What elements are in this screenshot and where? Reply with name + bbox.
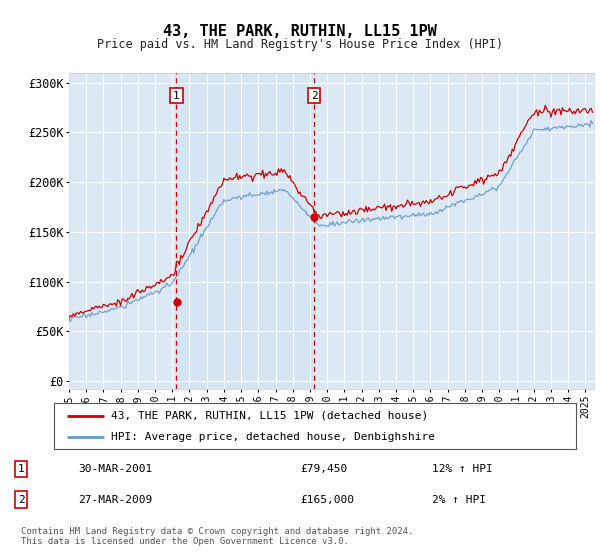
Text: 27-MAR-2009: 27-MAR-2009 — [78, 494, 152, 505]
Text: 12% ↑ HPI: 12% ↑ HPI — [432, 464, 493, 474]
Text: This data is licensed under the Open Government Licence v3.0.: This data is licensed under the Open Gov… — [21, 538, 349, 547]
Text: HPI: Average price, detached house, Denbighshire: HPI: Average price, detached house, Denb… — [112, 432, 436, 442]
Text: 30-MAR-2001: 30-MAR-2001 — [78, 464, 152, 474]
Text: 2% ↑ HPI: 2% ↑ HPI — [432, 494, 486, 505]
Text: 2: 2 — [311, 91, 317, 101]
Text: 43, THE PARK, RUTHIN, LL15 1PW: 43, THE PARK, RUTHIN, LL15 1PW — [163, 24, 437, 39]
Text: £165,000: £165,000 — [300, 494, 354, 505]
Text: £79,450: £79,450 — [300, 464, 347, 474]
Text: 1: 1 — [173, 91, 180, 101]
Text: 1: 1 — [17, 464, 25, 474]
Text: 2: 2 — [17, 494, 25, 505]
Text: 43, THE PARK, RUTHIN, LL15 1PW (detached house): 43, THE PARK, RUTHIN, LL15 1PW (detached… — [112, 410, 428, 421]
Text: Price paid vs. HM Land Registry's House Price Index (HPI): Price paid vs. HM Land Registry's House … — [97, 38, 503, 51]
Text: Contains HM Land Registry data © Crown copyright and database right 2024.: Contains HM Land Registry data © Crown c… — [21, 526, 413, 536]
Bar — [176, 73, 314, 389]
